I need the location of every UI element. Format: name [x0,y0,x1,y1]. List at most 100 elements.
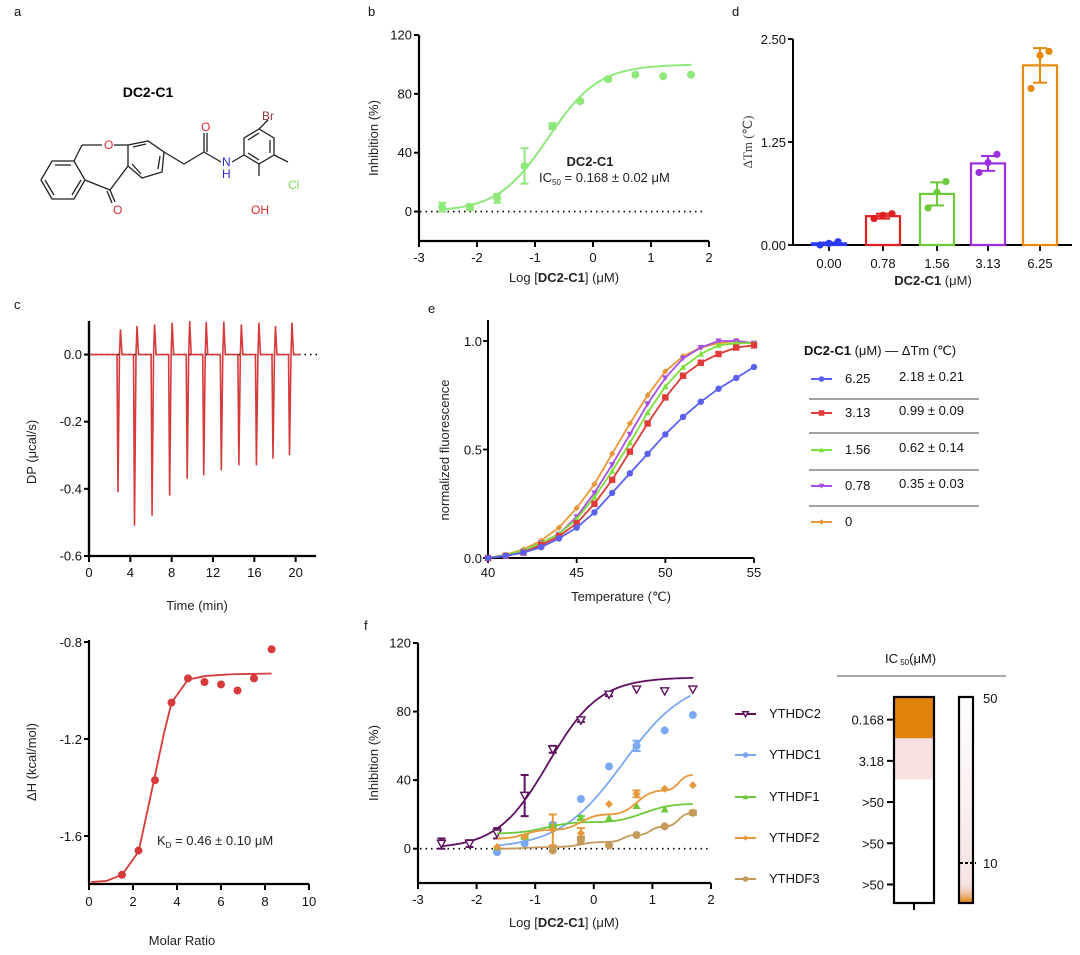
data-point [608,489,616,497]
x-tick-label: 2 [705,250,712,265]
data-point [464,839,475,850]
x-tick-label: -3 [412,892,424,907]
x-tick-label: 4 [127,565,134,580]
replicate-point [825,239,833,247]
replicate-point [984,159,992,167]
data-point [697,359,704,366]
x-axis-label-part: Log [ [509,270,538,285]
y-tick-label: 1.25 [761,135,786,150]
bar [1021,64,1059,247]
x-tick-label: 8 [261,894,268,909]
legend-title-bold: DC2-C1 [804,343,851,358]
data-point [548,825,557,834]
data-point [662,375,669,382]
data-point [632,831,641,839]
data-point [697,344,704,351]
data-point [548,846,557,855]
data-point [573,524,580,531]
x-tick-label: 0 [85,565,92,580]
panel-label-a: a [14,4,22,19]
bar [969,162,1007,247]
legend-concentration: 6.25 [845,371,870,386]
data-point [733,374,740,382]
kd-annotation-sub: D [166,841,172,850]
replicate-point [942,177,950,186]
atom-nitrogen: N [222,155,231,169]
x-tick-label: -2 [471,892,483,907]
data-point [679,363,687,370]
atom-hydroxyl: OH [251,203,269,217]
legend-series-name: YTHDF3 [769,871,820,886]
ic50-annotation-sub: 50 [552,178,561,187]
data-point [660,784,669,793]
legend-swatch-marker [818,483,825,489]
replicate-point [888,210,896,218]
data-point [626,470,634,477]
x-axis-label-part: Log [ [509,915,538,930]
annotation-title: DC2-C1 [567,154,614,169]
data-point [591,490,598,497]
panel-label-d: d [732,4,739,19]
data-point [632,789,641,798]
data-point [662,394,669,401]
x-tick-label: 6 [217,894,224,909]
x-tick-label: 40 [481,565,495,580]
ic50-value: >50 [862,795,884,810]
data-point [520,832,529,841]
x-axis-label-part: DC2-C1 [894,273,941,288]
data-point [576,813,585,822]
legend-swatch-marker [818,519,825,525]
data-point [662,383,669,390]
data-point [555,524,563,531]
data-point [750,363,758,371]
thermogram-trace [90,320,300,526]
replicate-point [1027,84,1035,93]
data-point [200,678,209,687]
y-axis-label: Inhibition (%) [366,100,381,176]
data-point [679,355,687,362]
legend-concentration: 3.13 [845,405,870,420]
legend-swatch-marker [742,794,749,800]
chemical-structure: DC2-C1 O O O [40,84,299,217]
series-line [487,344,755,559]
legend-swatch-marker [818,376,825,382]
legend-dtm: 0.99 ± 0.09 [899,403,964,418]
x-tick-label: 8 [168,565,175,580]
atom-oxygen-ring: O [104,138,113,152]
data-point [591,500,598,507]
series-line [487,340,755,559]
x-axis-label: Log [DC2-C1] (μM) [509,915,619,930]
replicate-point [993,150,1001,158]
y-tick-label: -0.4 [60,481,82,496]
data-point [573,520,580,527]
replicate-point [1045,47,1053,55]
legend-title-rest: (μM) — ΔTm (℃) [851,343,956,358]
data-point [687,70,696,79]
replicate-point [834,238,842,246]
data-point [493,194,502,203]
fit-curve [442,63,692,211]
ic50-value: >50 [862,877,884,892]
ic50-value: 3.18 [859,754,884,769]
panel-d-bar-chart: 0.00 1.25 2.50 0.00 0.78 1.56 3.13 6.25 ΔTm (℃) D… [740,32,1072,288]
y-tick-label: 120 [389,636,411,651]
data-point [520,161,529,170]
y-tick-label: 1.0 [464,334,482,349]
legend-dtm: 0.35 ± 0.03 [899,476,964,491]
atom-oxygen-amide: O [201,120,210,134]
x-axis-label-part: DC2-C1 [538,915,585,930]
ic50-header-prefix: IC [885,651,898,666]
x-tick-label: -3 [413,250,425,265]
compound-name: DC2-C1 [123,84,174,100]
data-point [576,97,585,106]
data-point [436,839,447,850]
y-tick-label: 0.0 [64,347,82,362]
fit-curve [497,774,693,840]
legend-series-name: YTHDC1 [769,747,821,762]
legend-series-name: YTHDF2 [769,830,820,845]
data-point [267,645,276,654]
heatmap-cell [894,697,934,739]
data-point [217,680,225,689]
y-tick-label: 80 [398,86,412,101]
